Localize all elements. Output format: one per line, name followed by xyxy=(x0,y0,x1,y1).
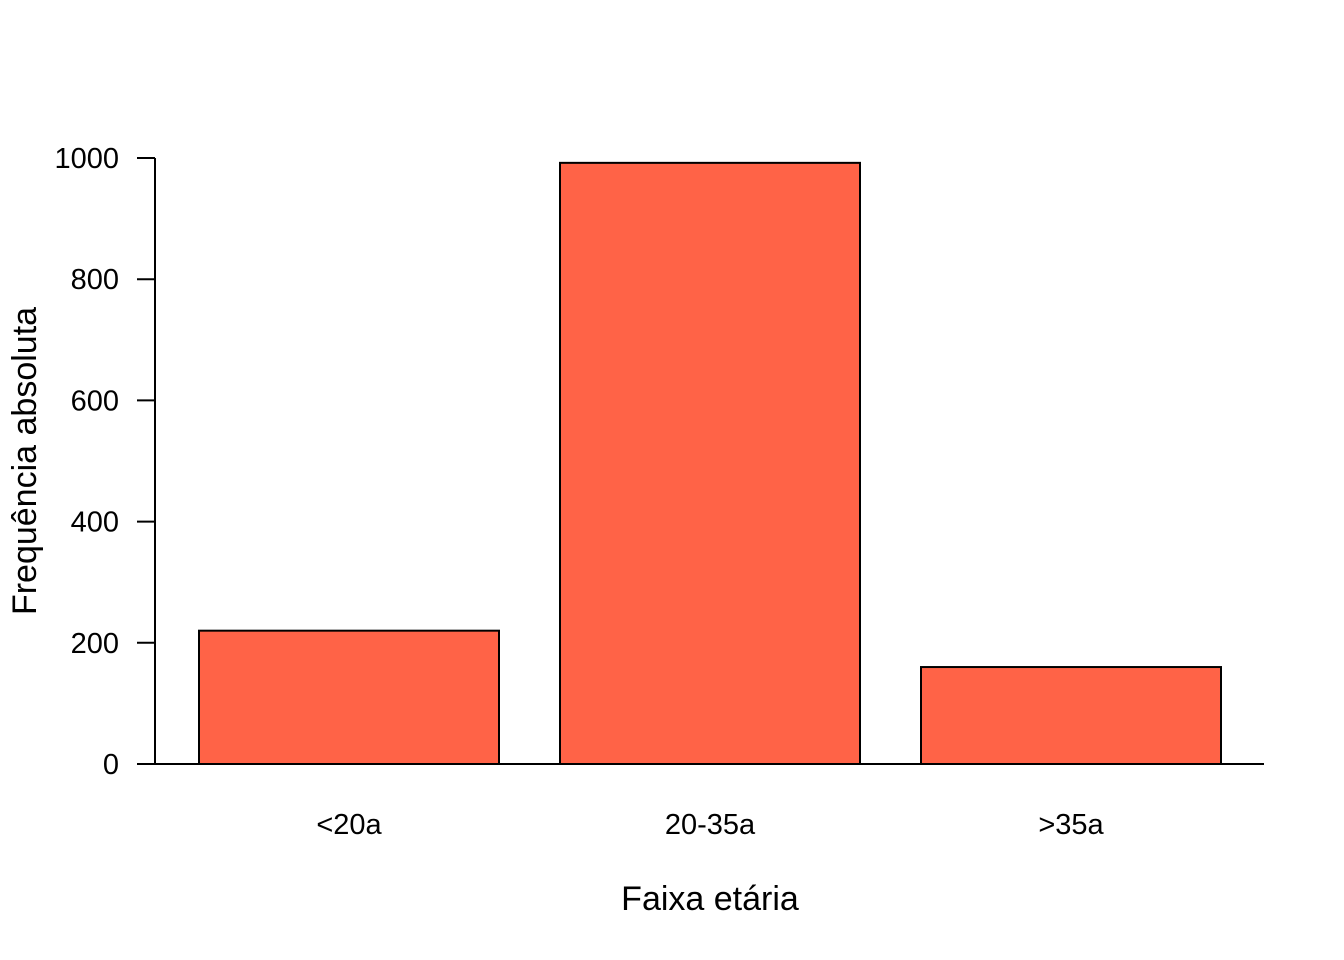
y-axis-title: Frequência absoluta xyxy=(6,307,44,615)
y-tick-label: 200 xyxy=(71,628,119,660)
y-tick-label: 0 xyxy=(103,749,119,781)
category-label: 20-35a xyxy=(665,809,756,841)
bars-group xyxy=(198,161,1222,765)
bar-2 xyxy=(559,161,861,765)
bar-3 xyxy=(920,666,1222,765)
category-label: <20a xyxy=(316,809,382,841)
category-labels: <20a 20-35a >35a xyxy=(316,809,1104,841)
x-axis-title: Faixa etária xyxy=(621,880,799,918)
bar-1 xyxy=(198,629,500,765)
y-tick-label: 800 xyxy=(71,264,119,296)
y-tick-label: 600 xyxy=(71,385,119,417)
y-tick-label: 400 xyxy=(71,507,119,539)
y-tick-label: 1000 xyxy=(54,143,119,175)
category-label: >35a xyxy=(1038,809,1104,841)
y-axis: 0 200 400 600 800 1000 xyxy=(54,143,156,781)
